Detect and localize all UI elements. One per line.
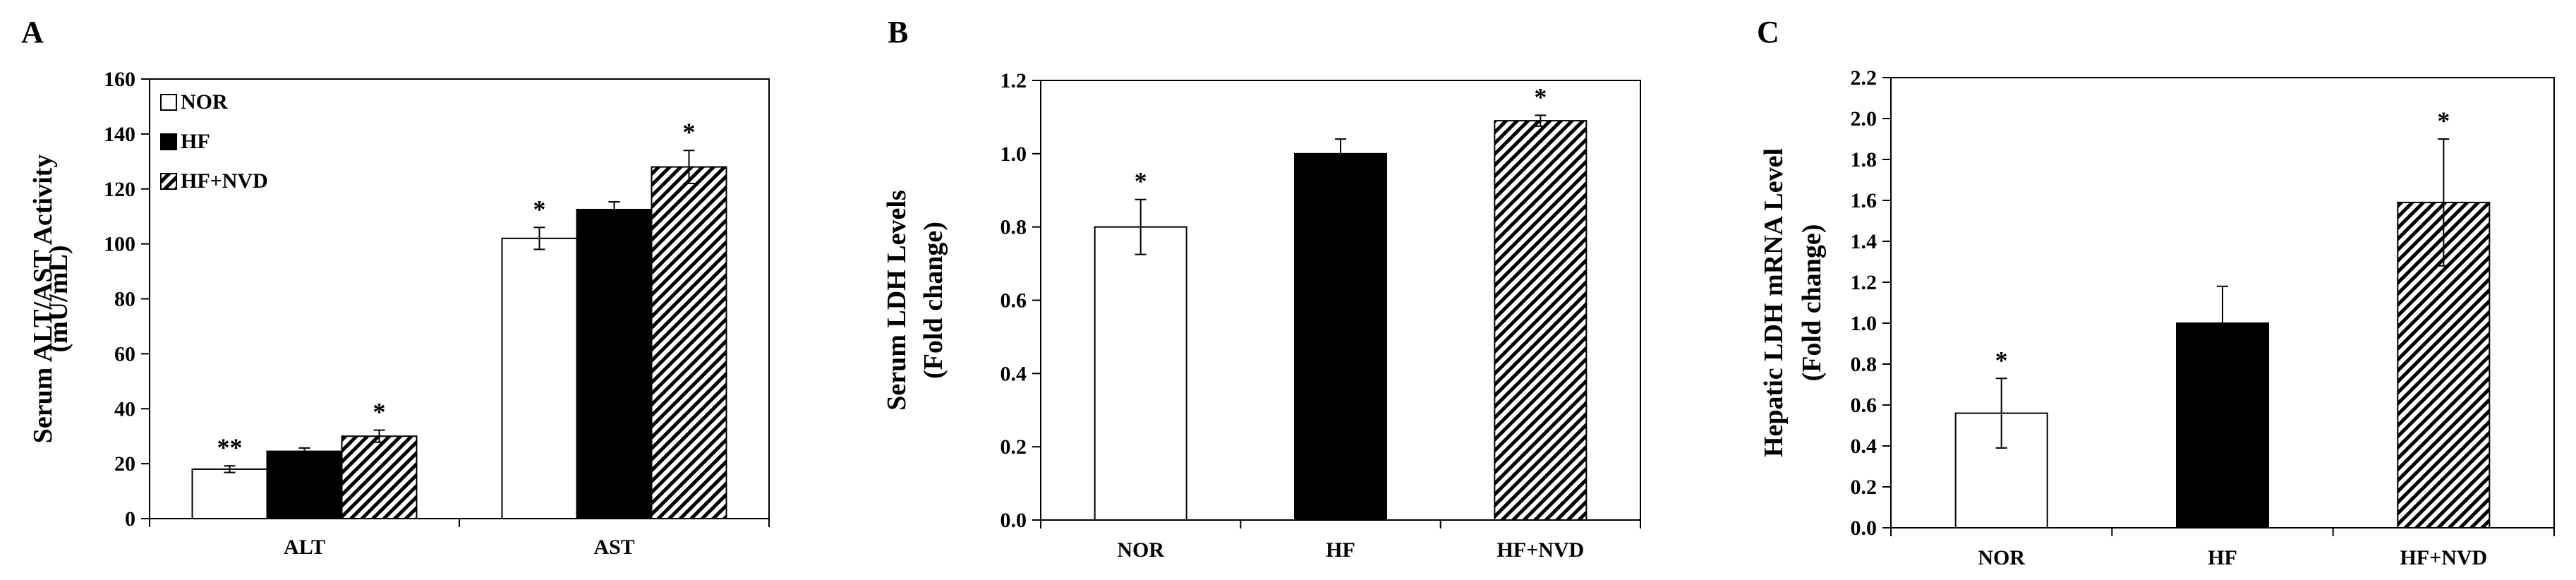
y-axis-label-unit: (mU/mL) xyxy=(44,246,73,353)
significance-annotation: * xyxy=(373,398,386,426)
y-axis-label: Hepatic LDH mRNA Level xyxy=(1759,148,1789,457)
y-tick-label: 2.0 xyxy=(1851,107,1877,131)
x-tick-label: HF+NVD xyxy=(1496,538,1584,562)
significance-annotation: * xyxy=(2437,107,2450,135)
panel-b: B 0.0 0.2 0.4 0.6 0.8 1.0 1.2 Serum LDH Levels (F… xyxy=(882,15,1641,562)
legend-swatch xyxy=(160,94,177,111)
panel-label: B xyxy=(888,15,908,49)
y-tick-label: 0.2 xyxy=(1000,435,1027,459)
y-tick-label: 120 xyxy=(104,178,135,201)
y-tick-label: 0 xyxy=(125,507,135,531)
y-tick-label: 1.0 xyxy=(1000,143,1027,166)
y-axis-label: Serum ALT/AST Activity xyxy=(28,155,58,444)
y-tick-label: 0.8 xyxy=(1851,353,1877,376)
x-tick-label: HF xyxy=(2208,546,2237,569)
significance-annotation: ** xyxy=(217,433,243,461)
y-tick-label: 0.0 xyxy=(1851,516,1877,540)
panel-label: C xyxy=(1757,15,1779,49)
significance-annotation: * xyxy=(1135,167,1147,195)
legend-label: HF xyxy=(181,130,210,153)
y-tick-label: 1.2 xyxy=(1000,69,1027,92)
y-tick-label: 0.0 xyxy=(1000,509,1027,532)
y-tick-label: 1.6 xyxy=(1851,189,1877,212)
panel-c: C 0.0 0.2 0.4 0.6 0.8 1.0 1.2 1.4 1.6 1.8 2.0 2.2 Hep… xyxy=(1757,15,2555,569)
x-tick-label: HF xyxy=(1326,538,1355,562)
y-tick-label: 0.6 xyxy=(1851,394,1877,417)
bar xyxy=(1494,120,1588,521)
y-tick-label: 1.0 xyxy=(1851,312,1877,335)
y-tick-label: 80 xyxy=(114,288,135,311)
x-tick-label: AST xyxy=(593,536,634,559)
y-tick-label: 140 xyxy=(104,123,135,146)
x-tick-label: ALT xyxy=(284,536,325,559)
y-tick-label: 0.8 xyxy=(1000,216,1027,239)
y-tick-label: 40 xyxy=(114,397,135,421)
legend-swatch xyxy=(160,173,177,190)
legend-swatch xyxy=(160,133,177,150)
y-tick-label: 0.4 xyxy=(1000,362,1027,385)
x-tick-label: HF+NVD xyxy=(2400,546,2487,569)
y-tick-label: 60 xyxy=(114,342,135,365)
y-tick-label: 0.2 xyxy=(1851,476,1877,499)
bar xyxy=(651,166,727,519)
y-tick-label: 1.2 xyxy=(1851,271,1877,294)
y-tick-label: 2.2 xyxy=(1851,66,1877,90)
bar xyxy=(191,468,268,519)
panel-label: A xyxy=(21,15,44,49)
bar xyxy=(501,237,578,519)
bar xyxy=(341,435,418,519)
x-tick-label: NOR xyxy=(1978,546,2025,569)
significance-annotation: * xyxy=(1995,346,2008,374)
bar xyxy=(1094,226,1187,521)
x-tick-label: NOR xyxy=(1117,538,1164,562)
y-tick-label: 160 xyxy=(104,68,135,91)
y-axis-label: Serum LDH Levels xyxy=(882,190,912,410)
significance-annotation: * xyxy=(683,118,696,146)
y-tick-label: 20 xyxy=(114,452,135,476)
y-tick-label: 1.8 xyxy=(1851,148,1877,171)
y-tick-label: 0.4 xyxy=(1851,435,1877,458)
bar xyxy=(576,208,653,519)
bar xyxy=(266,450,343,520)
panel-a: A 0 20 40 60 80 100 120 140 160 Serum ALT/AST Acti… xyxy=(21,15,770,559)
y-axis-label-unit: (Fold change) xyxy=(1797,224,1827,382)
bar xyxy=(1294,152,1387,521)
significance-annotation: * xyxy=(533,195,546,223)
legend-label: HF+NVD xyxy=(181,169,268,193)
y-axis-label-unit: (Fold change) xyxy=(919,222,948,379)
legend-label: NOR xyxy=(181,90,228,114)
y-tick-label: 1.4 xyxy=(1851,230,1877,253)
significance-annotation: * xyxy=(1534,83,1547,111)
y-tick-label: 100 xyxy=(104,233,135,256)
y-tick-label: 0.6 xyxy=(1000,289,1027,313)
